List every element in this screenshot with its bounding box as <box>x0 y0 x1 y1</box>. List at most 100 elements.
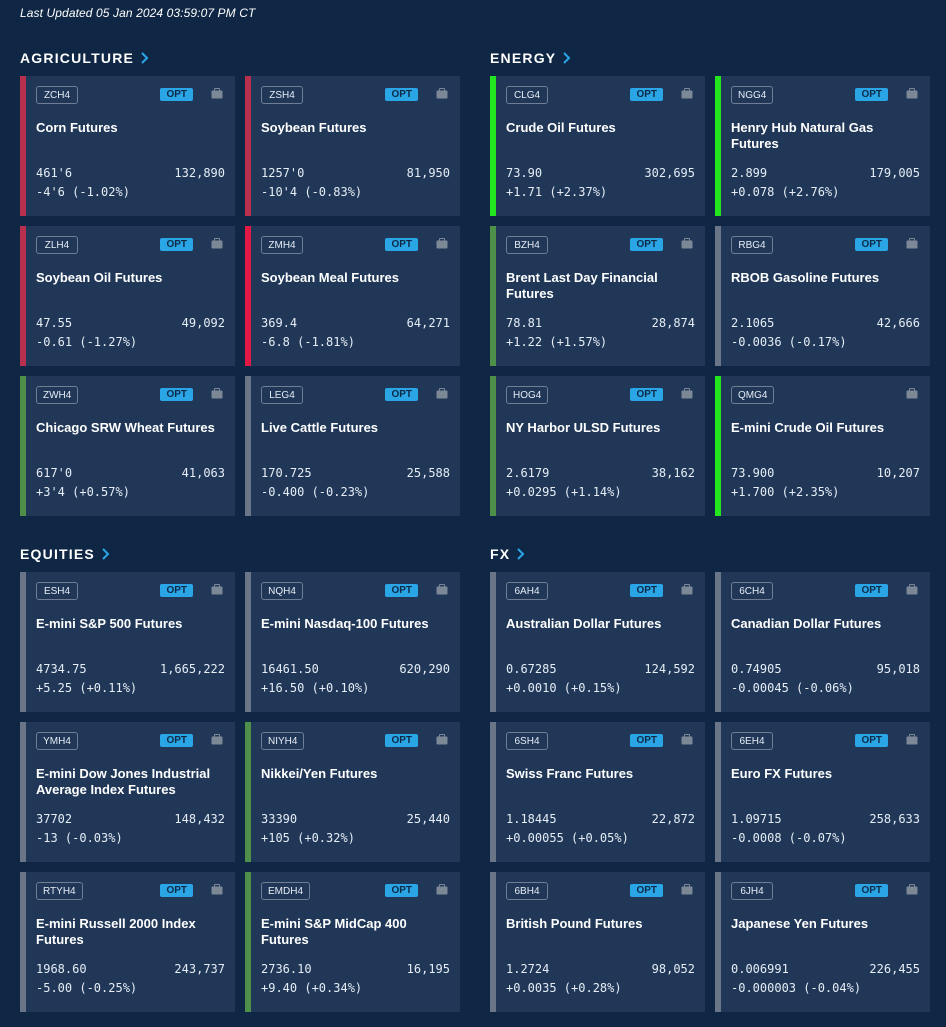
section-header-equities[interactable]: EQUITIES <box>20 544 459 564</box>
futures-card[interactable]: BZH4 OPT Brent Last Day Financial Future… <box>490 226 705 366</box>
volume: 148,432 <box>174 812 225 826</box>
symbol-code-badge: YMH4 <box>36 732 78 750</box>
volume: 16,195 <box>406 962 450 976</box>
section-header-fx[interactable]: FX <box>490 544 929 564</box>
options-badge[interactable]: OPT <box>630 238 663 251</box>
futures-card[interactable]: 6AH4 OPT Australian Dollar Futures 0.672… <box>490 572 705 712</box>
futures-card[interactable]: CLG4 OPT Crude Oil Futures 73.90 302,695… <box>490 76 705 216</box>
volume: 25,440 <box>406 812 450 826</box>
options-badge[interactable]: OPT <box>385 734 418 747</box>
futures-card[interactable]: ZSH4 OPT Soybean Futures 1257'0 81,950 -… <box>245 76 460 216</box>
briefcase-icon[interactable] <box>906 584 918 595</box>
options-badge[interactable]: OPT <box>160 734 193 747</box>
futures-card[interactable]: ZLH4 OPT Soybean Oil Futures 47.55 49,09… <box>20 226 235 366</box>
options-badge[interactable]: OPT <box>855 88 888 101</box>
options-badge[interactable]: OPT <box>160 884 193 897</box>
futures-card[interactable]: 6JH4 OPT Japanese Yen Futures 0.006991 2… <box>715 872 930 1012</box>
price-change: -10'4 (-0.83%) <box>261 185 363 199</box>
trend-bar <box>20 572 26 712</box>
briefcase-icon[interactable] <box>681 388 693 399</box>
briefcase-icon[interactable] <box>436 734 448 745</box>
briefcase-icon[interactable] <box>906 884 918 895</box>
options-badge[interactable]: OPT <box>630 884 663 897</box>
options-badge[interactable]: OPT <box>630 388 663 401</box>
briefcase-icon[interactable] <box>681 884 693 895</box>
futures-card[interactable]: ZWH4 OPT Chicago SRW Wheat Futures 617'0… <box>20 376 235 516</box>
briefcase-icon[interactable] <box>436 88 448 99</box>
contract-name: E-mini Nasdaq-100 Futures <box>261 616 429 631</box>
volume: 81,950 <box>406 166 450 180</box>
options-badge[interactable]: OPT <box>160 88 193 101</box>
futures-card[interactable]: ESH4 OPT E-mini S&P 500 Futures 4734.75 … <box>20 572 235 712</box>
futures-card[interactable]: ZCH4 OPT Corn Futures 461'6 132,890 -4'6… <box>20 76 235 216</box>
briefcase-icon[interactable] <box>906 238 918 249</box>
last-updated-timestamp: Last Updated 05 Jan 2024 03:59:07 PM CT <box>20 6 256 20</box>
briefcase-icon[interactable] <box>211 584 223 595</box>
section-title: ENERGY <box>490 50 557 66</box>
symbol-code-badge: ZMH4 <box>261 236 303 254</box>
options-badge[interactable]: OPT <box>160 388 193 401</box>
section-title: AGRICULTURE <box>20 50 135 66</box>
trend-bar <box>490 722 496 862</box>
section-equities: EQUITIES ESH4 OPT E-mini S&P 500 Futures… <box>20 544 460 1012</box>
briefcase-icon[interactable] <box>211 388 223 399</box>
options-badge[interactable]: OPT <box>855 584 888 597</box>
futures-card[interactable]: NGG4 OPT Henry Hub Natural Gas Futures 2… <box>715 76 930 216</box>
options-badge[interactable]: OPT <box>855 238 888 251</box>
briefcase-icon[interactable] <box>211 88 223 99</box>
briefcase-icon[interactable] <box>681 88 693 99</box>
options-badge[interactable]: OPT <box>630 734 663 747</box>
futures-card[interactable]: LEG4 OPT Live Cattle Futures 170.725 25,… <box>245 376 460 516</box>
futures-card[interactable]: RBG4 OPT RBOB Gasoline Futures 2.1065 42… <box>715 226 930 366</box>
section-header-energy[interactable]: ENERGY <box>490 48 929 68</box>
options-badge[interactable]: OPT <box>630 88 663 101</box>
volume: 1,665,222 <box>159 662 225 676</box>
briefcase-icon[interactable] <box>906 88 918 99</box>
futures-card[interactable]: ZMH4 OPT Soybean Meal Futures 369.4 64,2… <box>245 226 460 366</box>
futures-card[interactable]: NIYH4 OPT Nikkei/Yen Futures 33390 25,44… <box>245 722 460 862</box>
section-fx: FX 6AH4 OPT Australian Dollar Futures 0.… <box>490 544 930 1012</box>
briefcase-icon[interactable] <box>681 584 693 595</box>
briefcase-icon[interactable] <box>211 884 223 895</box>
futures-card[interactable]: YMH4 OPT E-mini Dow Jones Industrial Ave… <box>20 722 235 862</box>
briefcase-icon[interactable] <box>211 238 223 249</box>
briefcase-icon[interactable] <box>436 584 448 595</box>
futures-card[interactable]: 6SH4 OPT Swiss Franc Futures 1.18445 22,… <box>490 722 705 862</box>
options-badge[interactable]: OPT <box>630 584 663 597</box>
symbol-code-badge: 6SH4 <box>506 732 548 750</box>
options-badge[interactable]: OPT <box>385 88 418 101</box>
futures-card[interactable]: EMDH4 OPT E-mini S&P MidCap 400 Futures … <box>245 872 460 1012</box>
briefcase-icon[interactable] <box>211 734 223 745</box>
price-change: +1.22 (+1.57%) <box>506 335 608 349</box>
options-badge[interactable]: OPT <box>160 238 193 251</box>
trend-bar <box>490 76 496 216</box>
briefcase-icon[interactable] <box>906 734 918 745</box>
futures-card[interactable]: HOG4 OPT NY Harbor ULSD Futures 2.6179 3… <box>490 376 705 516</box>
briefcase-icon[interactable] <box>436 884 448 895</box>
futures-card[interactable]: 6BH4 OPT British Pound Futures 1.2724 98… <box>490 872 705 1012</box>
last-price: 1.2724 <box>506 962 550 976</box>
volume: 25,588 <box>406 466 450 480</box>
futures-card[interactable]: QMG4 E-mini Crude Oil Futures 73.900 10,… <box>715 376 930 516</box>
futures-card[interactable]: NQH4 OPT E-mini Nasdaq-100 Futures 16461… <box>245 572 460 712</box>
options-badge[interactable]: OPT <box>385 238 418 251</box>
symbol-code-badge: HOG4 <box>506 386 549 404</box>
briefcase-icon[interactable] <box>436 388 448 399</box>
price-change: +3'4 (+0.57%) <box>36 485 130 499</box>
section-header-agriculture[interactable]: AGRICULTURE <box>20 48 459 68</box>
contract-name: RBOB Gasoline Futures <box>731 270 880 285</box>
briefcase-icon[interactable] <box>906 388 918 399</box>
briefcase-icon[interactable] <box>681 734 693 745</box>
options-badge[interactable]: OPT <box>385 884 418 897</box>
futures-card[interactable]: 6EH4 OPT Euro FX Futures 1.09715 258,633… <box>715 722 930 862</box>
options-badge[interactable]: OPT <box>855 884 888 897</box>
briefcase-icon[interactable] <box>436 238 448 249</box>
options-badge[interactable]: OPT <box>160 584 193 597</box>
volume: 302,695 <box>644 166 695 180</box>
futures-card[interactable]: RTYH4 OPT E-mini Russell 2000 Index Futu… <box>20 872 235 1012</box>
futures-card[interactable]: 6CH4 OPT Canadian Dollar Futures 0.74905… <box>715 572 930 712</box>
options-badge[interactable]: OPT <box>385 388 418 401</box>
options-badge[interactable]: OPT <box>855 734 888 747</box>
briefcase-icon[interactable] <box>681 238 693 249</box>
options-badge[interactable]: OPT <box>385 584 418 597</box>
